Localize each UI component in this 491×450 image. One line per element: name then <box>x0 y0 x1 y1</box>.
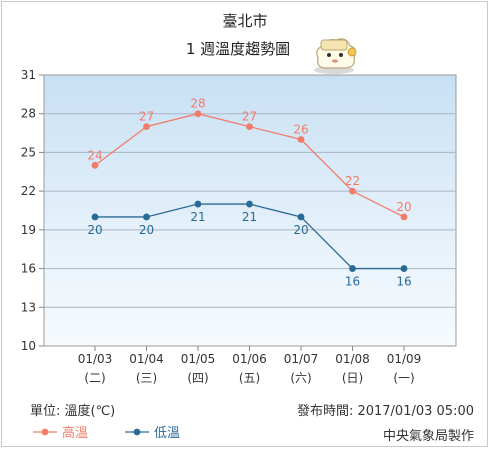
data-point <box>194 200 202 208</box>
data-label: 20 <box>396 200 411 214</box>
y-tick-label: 10 <box>21 339 36 353</box>
x-weekday-label: (三) <box>136 371 157 385</box>
series-high: 24 27 28 27 26 22 20 <box>87 97 412 221</box>
data-label: 22 <box>345 174 360 188</box>
x-weekday-label: (二) <box>84 371 105 385</box>
y-tick-label: 25 <box>21 145 36 159</box>
cloud-mascot-icon <box>314 38 357 74</box>
y-tick-label: 22 <box>21 184 36 198</box>
data-label: 26 <box>293 123 308 137</box>
y-tick-label: 13 <box>21 300 36 314</box>
data-label: 20 <box>87 223 102 237</box>
data-label: 16 <box>396 275 411 289</box>
legend-high-marker <box>41 428 49 436</box>
data-point <box>297 136 305 143</box>
legend: 高溫 低溫 <box>33 425 180 441</box>
data-point <box>143 213 150 221</box>
data-point <box>400 213 408 221</box>
data-point <box>91 213 99 221</box>
x-tick-label: 01/08 <box>335 352 370 366</box>
x-tick-label: 01/09 <box>387 352 422 366</box>
x-weekday-label: (四) <box>187 371 208 385</box>
x-weekday-label: (一) <box>393 371 414 385</box>
data-label: 20 <box>139 223 154 237</box>
x-axis-ticks: 01/03 (二) 01/04 (三) 01/05 (四) 01/06 (五) 01/07 (六)… <box>78 346 422 385</box>
data-point <box>349 187 356 195</box>
x-weekday-label: (五) <box>239 371 260 385</box>
published-time: 發布時間: 2017/01/03 05:00 <box>297 404 474 419</box>
data-point <box>349 265 356 272</box>
data-label: 28 <box>190 97 205 111</box>
data-point <box>91 161 99 169</box>
y-tick-label: 16 <box>21 262 36 276</box>
data-label: 16 <box>345 275 360 289</box>
chart-subtitle: 1 週溫度趨勢圖 <box>186 40 290 58</box>
y-tick-label: 19 <box>21 223 36 237</box>
plot-area <box>43 74 457 347</box>
data-label: 24 <box>87 148 102 162</box>
data-label: 21 <box>190 210 205 224</box>
series-layer: 24 27 28 27 26 22 20 20 20 21 21 20 16 16 <box>87 97 411 289</box>
data-point <box>143 123 150 131</box>
data-point <box>194 110 202 118</box>
x-tick-label: 01/06 <box>232 352 267 366</box>
source-label: 中央氣象局製作 <box>383 429 474 444</box>
series-low: 20 20 21 21 20 16 16 <box>87 200 412 289</box>
x-weekday-label: (日) <box>342 371 363 385</box>
legend-item-low[interactable]: 低溫 <box>125 426 180 441</box>
chart-title: 臺北市 <box>222 12 267 30</box>
x-tick-label: 01/03 <box>78 352 113 366</box>
data-label: 20 <box>293 223 308 237</box>
data-label: 27 <box>139 110 154 124</box>
y-tick-label: 31 <box>21 68 36 82</box>
legend-item-high[interactable]: 高溫 <box>33 425 88 441</box>
legend-low-label: 低溫 <box>154 426 180 441</box>
y-tick-label: 28 <box>21 107 36 121</box>
data-label: 21 <box>242 210 257 224</box>
legend-high-label: 高溫 <box>62 425 88 441</box>
data-point <box>246 200 253 208</box>
x-tick-label: 01/05 <box>181 352 216 366</box>
x-tick-label: 01/04 <box>129 352 164 366</box>
data-point <box>297 213 305 221</box>
x-weekday-label: (六) <box>290 371 311 385</box>
grid-lines <box>44 113 456 308</box>
x-tick-label: 01/07 <box>284 352 319 366</box>
y-axis-ticks: 10 13 16 19 22 25 28 31 <box>21 68 44 353</box>
data-label: 27 <box>242 110 257 124</box>
data-point <box>400 265 408 272</box>
unit-label: 單位: 溫度(℃) <box>30 403 115 419</box>
data-point <box>246 123 253 131</box>
legend-low-marker <box>133 428 141 436</box>
